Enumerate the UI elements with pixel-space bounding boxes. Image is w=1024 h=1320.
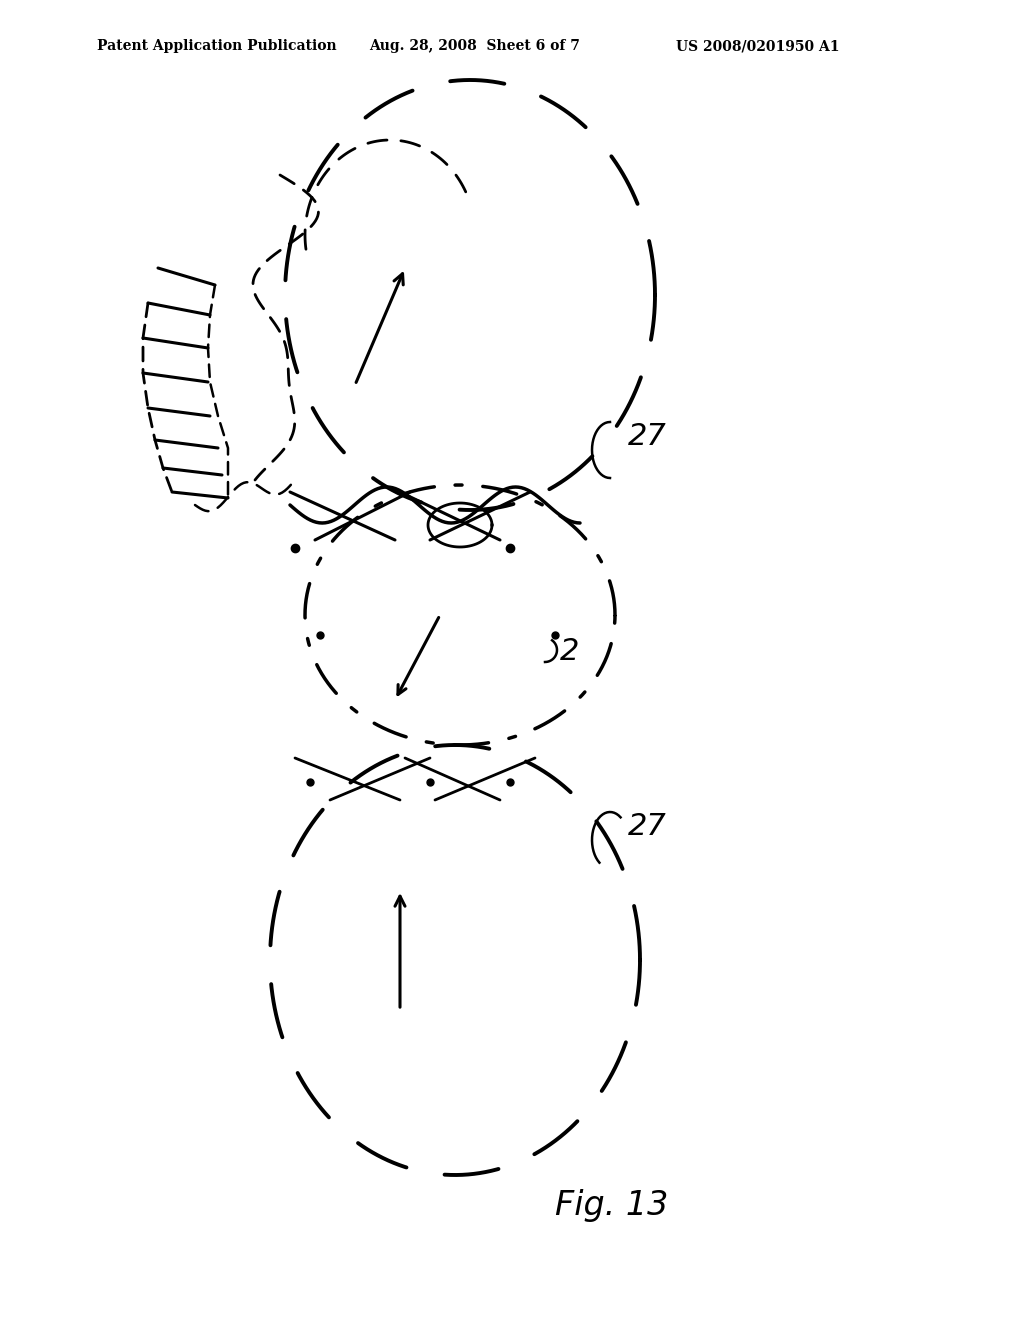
Text: 2: 2 [560,638,580,667]
Text: Aug. 28, 2008  Sheet 6 of 7: Aug. 28, 2008 Sheet 6 of 7 [369,40,580,53]
Text: Patent Application Publication: Patent Application Publication [97,40,337,53]
Text: US 2008/0201950 A1: US 2008/0201950 A1 [676,40,840,53]
Text: 27: 27 [628,812,667,841]
Text: 27: 27 [628,422,667,451]
Text: Fig. 13: Fig. 13 [555,1189,669,1222]
